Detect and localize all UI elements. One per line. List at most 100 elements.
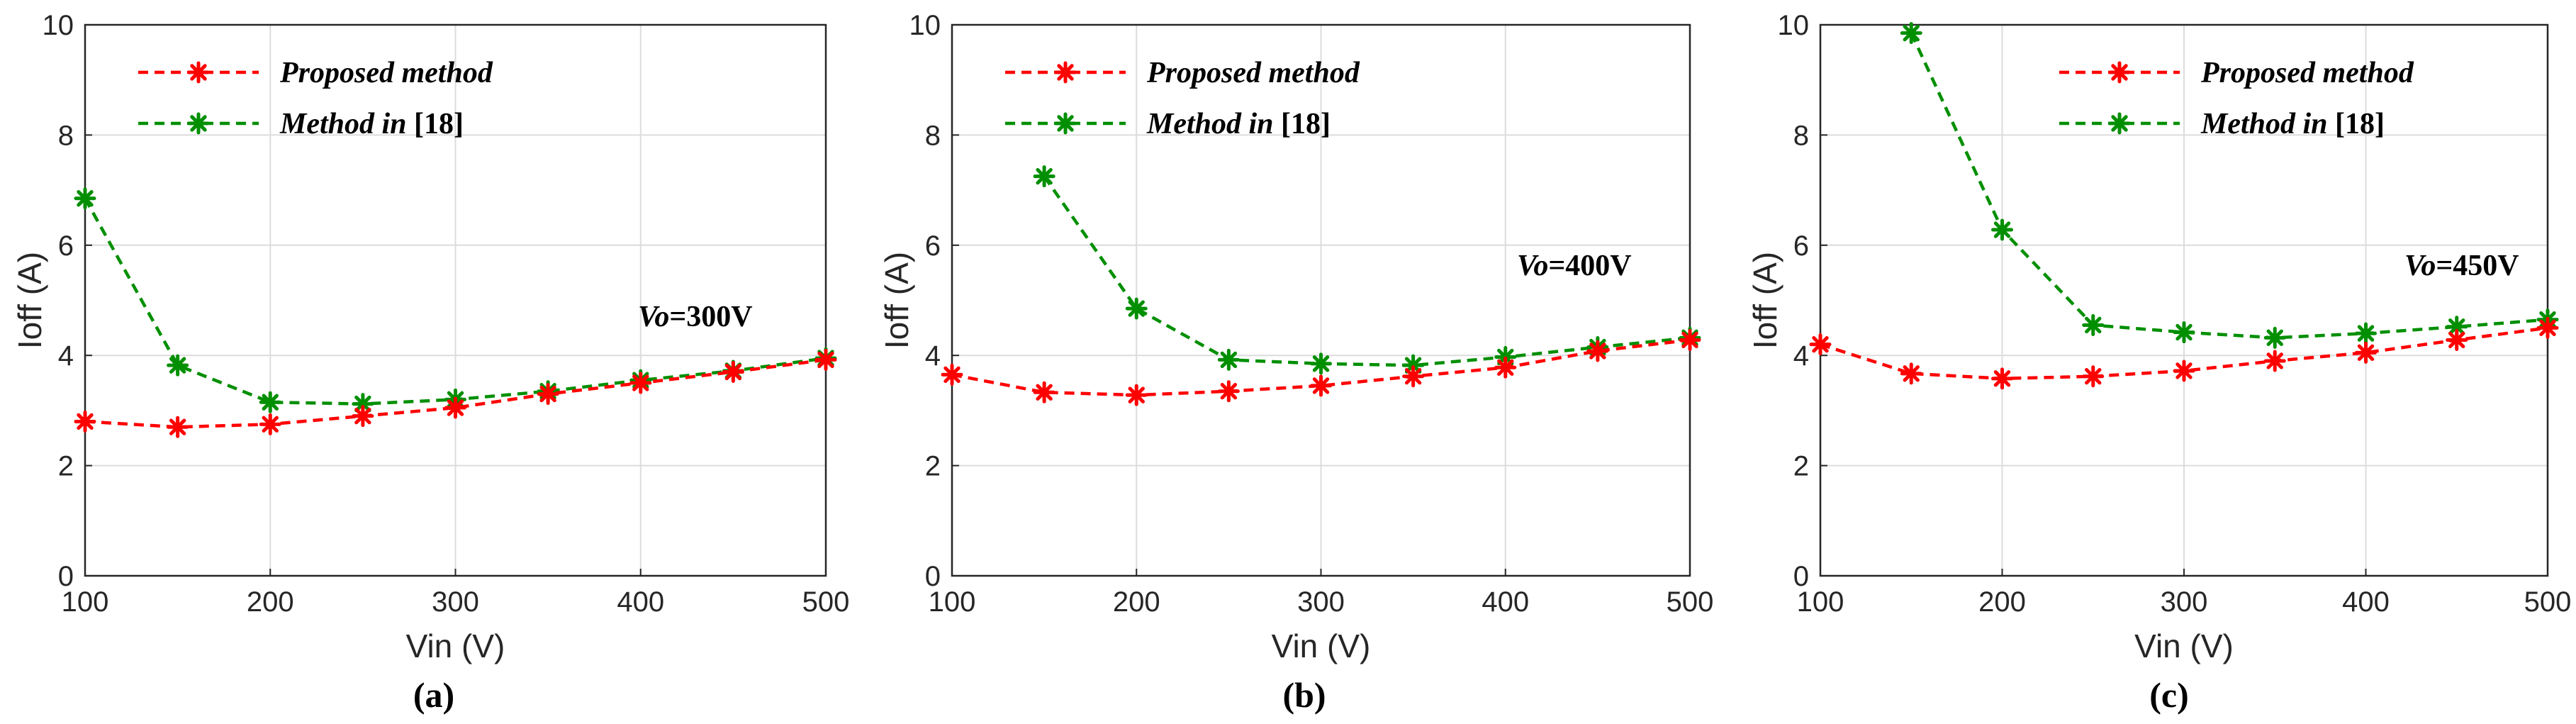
data-point-proposed [1310, 374, 1332, 397]
legend-label-name: Proposed method [279, 57, 493, 89]
y-tick-label: 6 [1793, 230, 1809, 262]
legend-label: Proposed method [279, 57, 493, 89]
data-point-reference-stroke [262, 394, 279, 411]
data-point-proposed [722, 361, 744, 384]
data-point-proposed [1586, 340, 1609, 362]
data-point-proposed [1033, 381, 1055, 403]
data-point-proposed-stroke [169, 418, 186, 435]
y-tick-label: 8 [1793, 120, 1809, 151]
data-point-reference-stroke [2357, 325, 2375, 342]
data-point-proposed [1402, 365, 1425, 388]
x-tick-label: 500 [1667, 586, 1714, 618]
data-point-proposed [1809, 333, 1832, 356]
x-tick-label: 200 [1978, 586, 2026, 618]
x-tick-label: 300 [2161, 586, 2208, 618]
data-point-proposed-stroke [1993, 370, 2011, 387]
y-tick-label: 2 [58, 451, 74, 482]
data-point-reference-stroke [354, 395, 371, 413]
panel-label: (b) [1282, 675, 1326, 715]
x-tick-label: 300 [432, 586, 479, 618]
y-tick-label: 0 [1793, 561, 1809, 592]
data-point-proposed [2263, 350, 2286, 372]
x-axis-label: Vin (V) [2134, 628, 2234, 664]
panel-label: (c) [2149, 675, 2189, 715]
y-tick-label: 4 [925, 340, 941, 372]
data-point-proposed-stroke [943, 366, 961, 384]
data-point-reference-stroke [2266, 329, 2283, 347]
y-tick-label: 0 [925, 561, 941, 592]
y-tick-label: 6 [58, 230, 74, 262]
data-point-reference [1217, 348, 1240, 371]
data-point-proposed [537, 383, 559, 406]
y-tick-label: 10 [909, 10, 941, 41]
x-axis-label: Vin (V) [1272, 628, 1371, 664]
x-tick-label: 500 [2524, 586, 2572, 618]
legend-swatch-marker [2108, 61, 2131, 84]
vo-annotation-symbol: Vo [638, 301, 669, 333]
data-point-proposed [167, 416, 189, 438]
data-point-reference [2263, 326, 2286, 349]
data-point-proposed [1217, 380, 1240, 403]
data-point-reference [259, 391, 281, 413]
data-point-proposed-stroke [2266, 352, 2283, 369]
legend-label: Method in [18] [1146, 108, 1331, 140]
legend-swatch-marker [2108, 112, 2131, 135]
data-point-proposed [352, 405, 374, 428]
legend: Proposed method Method in [18] [2059, 57, 2414, 140]
legend-label: Proposed method [1146, 57, 1360, 89]
x-tick-label: 400 [617, 586, 664, 618]
legend-label-ref: [18] [414, 108, 464, 140]
data-point-proposed-stroke [1220, 383, 1238, 400]
chart-panel-3: 0 2 4 6 8 10 100 200 300 400 500 Vin (V) Ioff (A) Pro… [1747, 10, 2571, 715]
series-line-proposed [84, 358, 827, 429]
vo-annotation-symbol: Vo [1517, 250, 1548, 282]
data-point-proposed-stroke [354, 407, 371, 425]
y-tick-label: 0 [58, 561, 74, 592]
data-point-proposed [2173, 360, 2195, 382]
data-point-reference [167, 354, 189, 377]
legend-label: Proposed method [2200, 57, 2414, 89]
data-point-proposed-stroke [77, 413, 94, 430]
vo-annotation-symbol: Vo [2404, 250, 2436, 282]
x-tick-label: 200 [1113, 586, 1160, 618]
data-point-proposed-stroke [1812, 335, 1829, 353]
vo-annotation-value: =450V [2436, 250, 2519, 282]
data-point-proposed [1991, 367, 2013, 390]
data-point-proposed [1494, 356, 1517, 379]
data-point-proposed [814, 348, 837, 371]
data-point-proposed [2446, 328, 2468, 351]
data-point-proposed [941, 363, 963, 386]
legend-label-name: Method in [1146, 108, 1281, 140]
data-point-proposed [1679, 328, 1701, 351]
legend: Proposed method Method in [18] [1005, 57, 1360, 140]
data-point-proposed [629, 372, 652, 394]
legend-label-name: Proposed method [1146, 57, 1360, 89]
y-tick-label: 4 [58, 340, 74, 372]
legend-swatch-marker-stroke [190, 115, 207, 132]
data-point-proposed [444, 396, 466, 419]
data-point-proposed-stroke [2539, 319, 2556, 337]
x-tick-label: 400 [2342, 586, 2390, 618]
legend-label-name: Method in [279, 108, 414, 140]
data-point-proposed-stroke [2175, 362, 2193, 379]
legend-swatch-marker-stroke [2111, 64, 2128, 81]
x-tick-label: 500 [802, 586, 850, 618]
y-axis-label: Ioff (A) [878, 252, 915, 349]
x-tick-label: 100 [929, 586, 976, 618]
y-axis-label: Ioff (A) [1747, 252, 1783, 349]
legend-swatch-marker [187, 112, 210, 135]
data-point-reference [2082, 313, 2105, 336]
legend-label-name: Proposed method [2200, 57, 2414, 89]
x-tick-label: 200 [247, 586, 294, 618]
data-point-reference-stroke [2085, 316, 2102, 334]
series-line-reference [1043, 175, 1691, 367]
chart-panel-1: 0 2 4 6 8 10 100 200 300 400 500 Vin (V) Ioff (A) Pro… [11, 10, 849, 715]
data-point-reference-stroke [1128, 300, 1145, 317]
x-tick-label: 300 [1297, 586, 1345, 618]
legend-label: Method in [18] [2200, 108, 2385, 140]
data-point-proposed-stroke [447, 399, 464, 416]
legend-swatch-marker-stroke [190, 64, 207, 81]
data-point-reference [1033, 165, 1055, 188]
data-point-proposed-stroke [1404, 368, 1422, 385]
